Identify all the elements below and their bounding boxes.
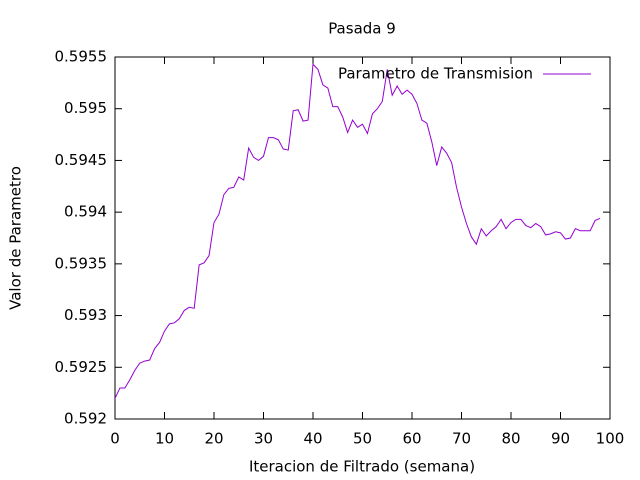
legend-label: Parametro de Transmision xyxy=(338,65,533,83)
chart-title: Pasada 9 xyxy=(328,20,396,38)
y-tick-label: 0.5945 xyxy=(55,151,108,169)
x-tick-label: 0 xyxy=(110,430,120,448)
x-tick-label: 100 xyxy=(596,430,625,448)
y-tick-label: 0.5935 xyxy=(55,254,108,272)
y-tick-label: 0.5925 xyxy=(55,358,108,376)
y-tick-label: 0.592 xyxy=(64,410,107,428)
y-tick-label: 0.593 xyxy=(64,306,107,324)
y-tick-label: 0.5955 xyxy=(55,48,108,66)
x-tick-label: 20 xyxy=(204,430,223,448)
y-tick-label: 0.594 xyxy=(64,203,107,221)
plot-border xyxy=(114,56,611,420)
x-tick-label: 80 xyxy=(501,430,520,448)
x-tick-label: 40 xyxy=(303,430,322,448)
x-tick-label: 10 xyxy=(155,430,174,448)
x-tick-label: 50 xyxy=(353,430,372,448)
x-tick-label: 90 xyxy=(551,430,570,448)
y-tick-label: 0.595 xyxy=(64,99,107,117)
y-axis-label: Valor de Parametro xyxy=(7,166,25,310)
x-tick-label: 60 xyxy=(402,430,421,448)
x-tick-label: 70 xyxy=(452,430,471,448)
x-tick-label: 30 xyxy=(254,430,273,448)
data-line xyxy=(114,63,601,399)
x-axis-label: Iteracion de Filtrado (semana) xyxy=(249,458,475,476)
